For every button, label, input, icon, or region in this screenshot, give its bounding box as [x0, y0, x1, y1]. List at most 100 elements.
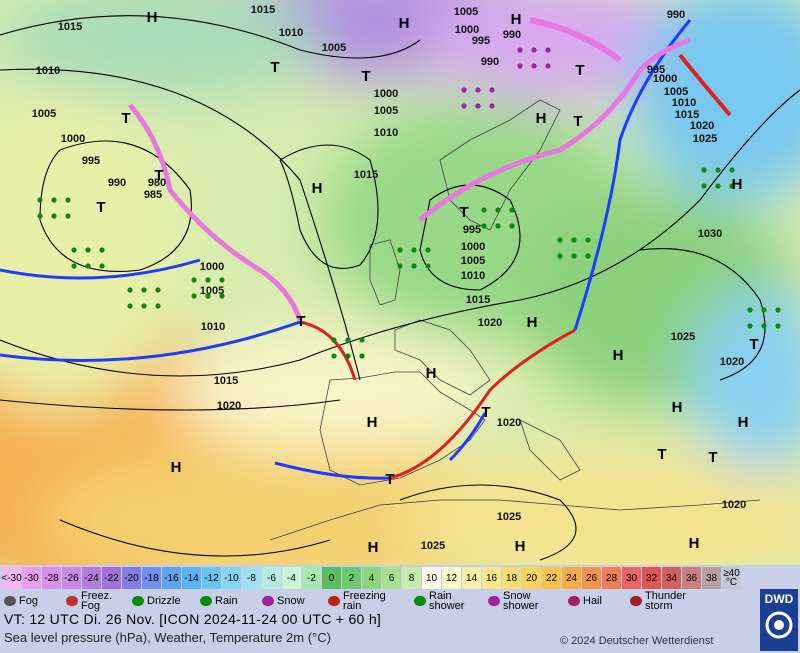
logo-text: DWD: [764, 592, 794, 606]
pressure-label: 1000: [61, 133, 85, 145]
weather-symbol: [571, 253, 577, 259]
pressure-center: T: [296, 313, 305, 330]
weather-symbol: [85, 247, 91, 253]
coastlines: [269, 99, 761, 541]
pressure-center: T: [481, 404, 490, 421]
logo-icon: [765, 611, 793, 639]
weather-symbol: [397, 263, 403, 269]
pressure-label: 980: [148, 177, 166, 189]
copyright: © 2024 Deutscher Wetterdienst: [560, 635, 714, 647]
pressure-label: 1000: [374, 88, 398, 100]
pressure-label: 990: [108, 177, 126, 189]
scale-cell: 38: [702, 567, 722, 589]
pressure-label: 1000: [200, 261, 224, 273]
pressure-label: 1020: [497, 417, 521, 429]
weather-symbol: [761, 307, 767, 313]
pressure-center: T: [121, 110, 130, 127]
pressure-center: H: [511, 11, 522, 28]
pressure-center: T: [657, 446, 666, 463]
weather-symbol: [545, 47, 551, 53]
pressure-center: T: [573, 113, 582, 130]
weather-symbol: [331, 353, 337, 359]
pressure-label: 1005: [664, 86, 688, 98]
pressure-label: 995: [82, 155, 100, 167]
weather-symbols: [37, 47, 781, 359]
weather-symbol: [205, 277, 211, 283]
temperature-field: [0, 0, 800, 565]
legend-icon: [488, 596, 500, 606]
dwd-logo: DWD: [760, 589, 798, 651]
weather-legend: Fog Freez. Fog Drizzle Rain Snow Freezing rai…: [4, 590, 760, 612]
scale-cell: -18: [142, 567, 162, 589]
pressure-center: T: [361, 68, 370, 85]
weather-symbol: [155, 303, 161, 309]
pressure-label: 1020: [217, 400, 241, 412]
pressure-center: H: [171, 459, 182, 476]
legend-label: Freez. Fog: [81, 590, 113, 612]
pressure-center: H: [368, 539, 379, 556]
pressure-center: H: [732, 176, 743, 193]
weather-symbol: [775, 323, 781, 329]
weather-symbol: [585, 253, 591, 259]
legend-item: Fog: [4, 590, 66, 612]
pressure-label: 1005: [322, 42, 346, 54]
pressure-label: 1015: [214, 375, 238, 387]
weather-symbol: [65, 213, 71, 219]
pressure-label: 1025: [497, 511, 521, 523]
scale-cell: -4: [282, 567, 302, 589]
weather-symbol: [481, 223, 487, 229]
weather-symbol: [127, 303, 133, 309]
legend-label: Snow: [277, 595, 305, 607]
weather-symbol: [531, 63, 537, 69]
pressure-label: 1025: [693, 133, 717, 145]
legend-label: Rain: [215, 595, 238, 607]
legend-item: Freez. Fog: [66, 590, 132, 612]
weather-symbol: [461, 87, 467, 93]
scale-cell: ≥40 °C: [722, 567, 742, 589]
legend-icon: [66, 596, 78, 606]
pressure-center: T: [575, 62, 584, 79]
weather-symbol: [205, 293, 211, 299]
fronts: [0, 17, 732, 480]
pressure-center: H: [426, 365, 437, 382]
legend-label: Drizzle: [147, 595, 181, 607]
pressure-label: 995: [472, 35, 490, 47]
weather-symbol: [747, 323, 753, 329]
legend-item: Drizzle: [132, 590, 200, 612]
weather-symbol: [517, 47, 523, 53]
weather-symbol: [345, 353, 351, 359]
weather-symbol: [127, 287, 133, 293]
weather-symbol: [141, 303, 147, 309]
weather-symbol: [425, 263, 431, 269]
weather-symbol: [425, 247, 431, 253]
weather-symbol: [701, 167, 707, 173]
pressure-label: 1010: [672, 97, 696, 109]
weather-symbol: [495, 207, 501, 213]
legend-label: Hail: [583, 595, 602, 607]
pressure-label: 1015: [354, 169, 378, 181]
pressure-center: T: [385, 471, 394, 488]
weather-symbol: [585, 237, 591, 243]
pressure-label: 1005: [454, 6, 478, 18]
pressure-label: 1015: [675, 109, 699, 121]
pressure-center: H: [527, 314, 538, 331]
pressure-label: 1005: [461, 255, 485, 267]
weather-symbol: [219, 277, 225, 283]
scale-cell: -20: [122, 567, 142, 589]
weather-symbol: [85, 263, 91, 269]
legend-icon: [568, 596, 580, 606]
scale-cell: 2: [342, 567, 362, 589]
weather-symbol: [475, 103, 481, 109]
weather-symbol: [775, 307, 781, 313]
legend-icon: [328, 596, 340, 606]
scale-cell: 20: [522, 567, 542, 589]
pressure-center: T: [154, 167, 163, 184]
legend-item: Snow shower: [488, 590, 568, 612]
pressure-label: 1010: [374, 127, 398, 139]
scale-cell: 6: [382, 567, 402, 589]
legend-icon: [200, 596, 212, 606]
weather-symbol: [701, 183, 707, 189]
weather-symbol: [715, 167, 721, 173]
pressure-label: 995: [463, 224, 481, 236]
